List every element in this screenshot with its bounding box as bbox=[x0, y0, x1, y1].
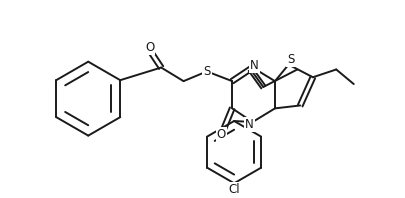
Text: N: N bbox=[245, 118, 254, 131]
Text: N: N bbox=[249, 59, 258, 72]
Text: S: S bbox=[286, 53, 294, 66]
Text: O: O bbox=[216, 128, 226, 141]
Text: Cl: Cl bbox=[228, 183, 239, 196]
Text: O: O bbox=[145, 41, 154, 54]
Text: S: S bbox=[202, 65, 210, 78]
